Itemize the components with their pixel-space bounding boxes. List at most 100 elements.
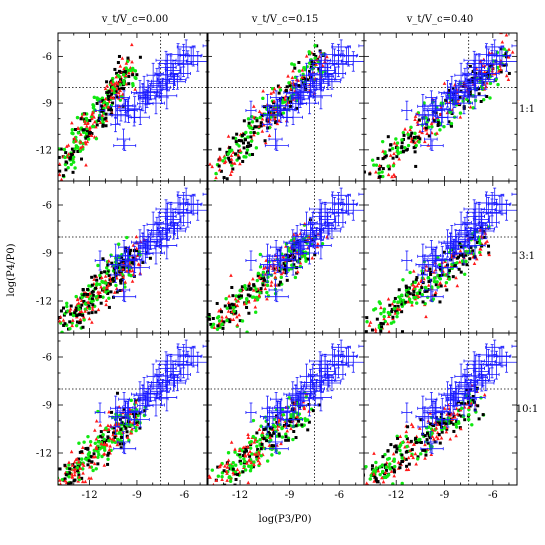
green-model-point (256, 271, 261, 276)
black-model-point (381, 167, 385, 171)
green-model-point (75, 115, 80, 120)
black-model-point (418, 137, 422, 141)
green-model-point (253, 310, 258, 314)
black-model-point (259, 121, 263, 125)
green-model-point (265, 283, 270, 288)
red-model-point (442, 81, 447, 85)
red-model-point (235, 314, 239, 319)
green-model-point (225, 344, 228, 347)
black-model-point (262, 276, 266, 280)
red-model-point (247, 281, 252, 285)
red-model-point (468, 105, 473, 109)
red-model-point (218, 307, 223, 311)
red-model-point (92, 115, 96, 119)
green-model-point (74, 294, 78, 299)
observed-point (308, 63, 318, 84)
black-model-point (459, 270, 463, 274)
black-model-point (445, 288, 449, 292)
observed-point (493, 45, 511, 67)
green-model-point (418, 288, 422, 293)
red-model-point (104, 302, 108, 307)
observed-point (202, 192, 208, 196)
black-model-point (141, 260, 145, 264)
green-model-point (71, 313, 76, 318)
green-model-point (432, 276, 437, 280)
observed-point (434, 96, 450, 123)
green-model-point (52, 469, 55, 472)
red-model-point (478, 247, 482, 251)
red-model-point (64, 144, 69, 148)
black-model-point (74, 306, 78, 310)
green-model-point (83, 307, 88, 312)
green-model-point (71, 155, 76, 159)
black-model-point (483, 235, 487, 239)
black-model-point (242, 119, 246, 123)
red-model-point (58, 172, 62, 177)
observed-point (326, 196, 343, 223)
black-model-point (75, 469, 79, 473)
black-model-point (106, 453, 110, 457)
red-model-point (275, 121, 280, 126)
red-model-point (277, 118, 281, 122)
red-model-point (438, 281, 443, 285)
red-model-point (107, 259, 111, 263)
red-model-point (112, 290, 117, 294)
green-model-point (104, 290, 108, 294)
green-model-point (87, 284, 91, 288)
black-model-point (101, 123, 105, 127)
black-model-point (252, 131, 256, 135)
black-model-point (138, 55, 142, 59)
observed-point (133, 80, 147, 108)
black-model-point (458, 96, 462, 100)
black-model-point (262, 278, 266, 282)
green-model-point (403, 145, 407, 150)
red-model-point (397, 157, 401, 161)
black-model-point (425, 289, 429, 293)
green-model-point (278, 88, 283, 92)
red-model-point (214, 175, 218, 180)
red-model-point (100, 113, 105, 117)
red-model-point (121, 267, 125, 271)
observed-point (307, 90, 323, 104)
black-model-point (85, 134, 89, 138)
green-model-point (261, 270, 266, 274)
green-model-point (105, 266, 109, 270)
black-model-point (377, 167, 381, 171)
red-model-point (411, 269, 416, 273)
green-model-point (100, 96, 105, 100)
observed-point (458, 216, 471, 245)
black-model-point (309, 62, 313, 66)
observed-point (488, 195, 512, 213)
black-model-point (287, 96, 291, 100)
red-model-point (410, 136, 414, 140)
black-model-point (451, 87, 455, 91)
black-model-point (118, 288, 122, 292)
red-model-point (504, 73, 509, 78)
red-model-point (91, 110, 95, 115)
observed-point (167, 43, 189, 66)
observed-point (310, 82, 332, 110)
black-model-point (135, 249, 139, 253)
green-model-point (65, 304, 69, 309)
green-model-point (444, 280, 449, 285)
black-model-point (111, 277, 115, 281)
green-model-point (90, 299, 94, 304)
black-model-point (227, 318, 231, 322)
black-model-point (466, 99, 470, 103)
observed-point (331, 39, 351, 55)
black-model-point (405, 147, 409, 151)
red-model-point (408, 127, 412, 132)
red-model-point (130, 42, 134, 47)
red-model-point (65, 488, 69, 491)
red-model-point (109, 80, 113, 84)
black-model-point (116, 84, 120, 88)
green-model-point (70, 127, 75, 132)
red-model-point (130, 59, 134, 64)
black-model-point (289, 104, 293, 108)
observed-point (477, 73, 495, 90)
black-model-point (101, 257, 105, 261)
black-model-point (237, 156, 241, 160)
black-model-point (460, 252, 464, 256)
black-model-point (400, 310, 404, 314)
green-model-point (401, 130, 406, 135)
